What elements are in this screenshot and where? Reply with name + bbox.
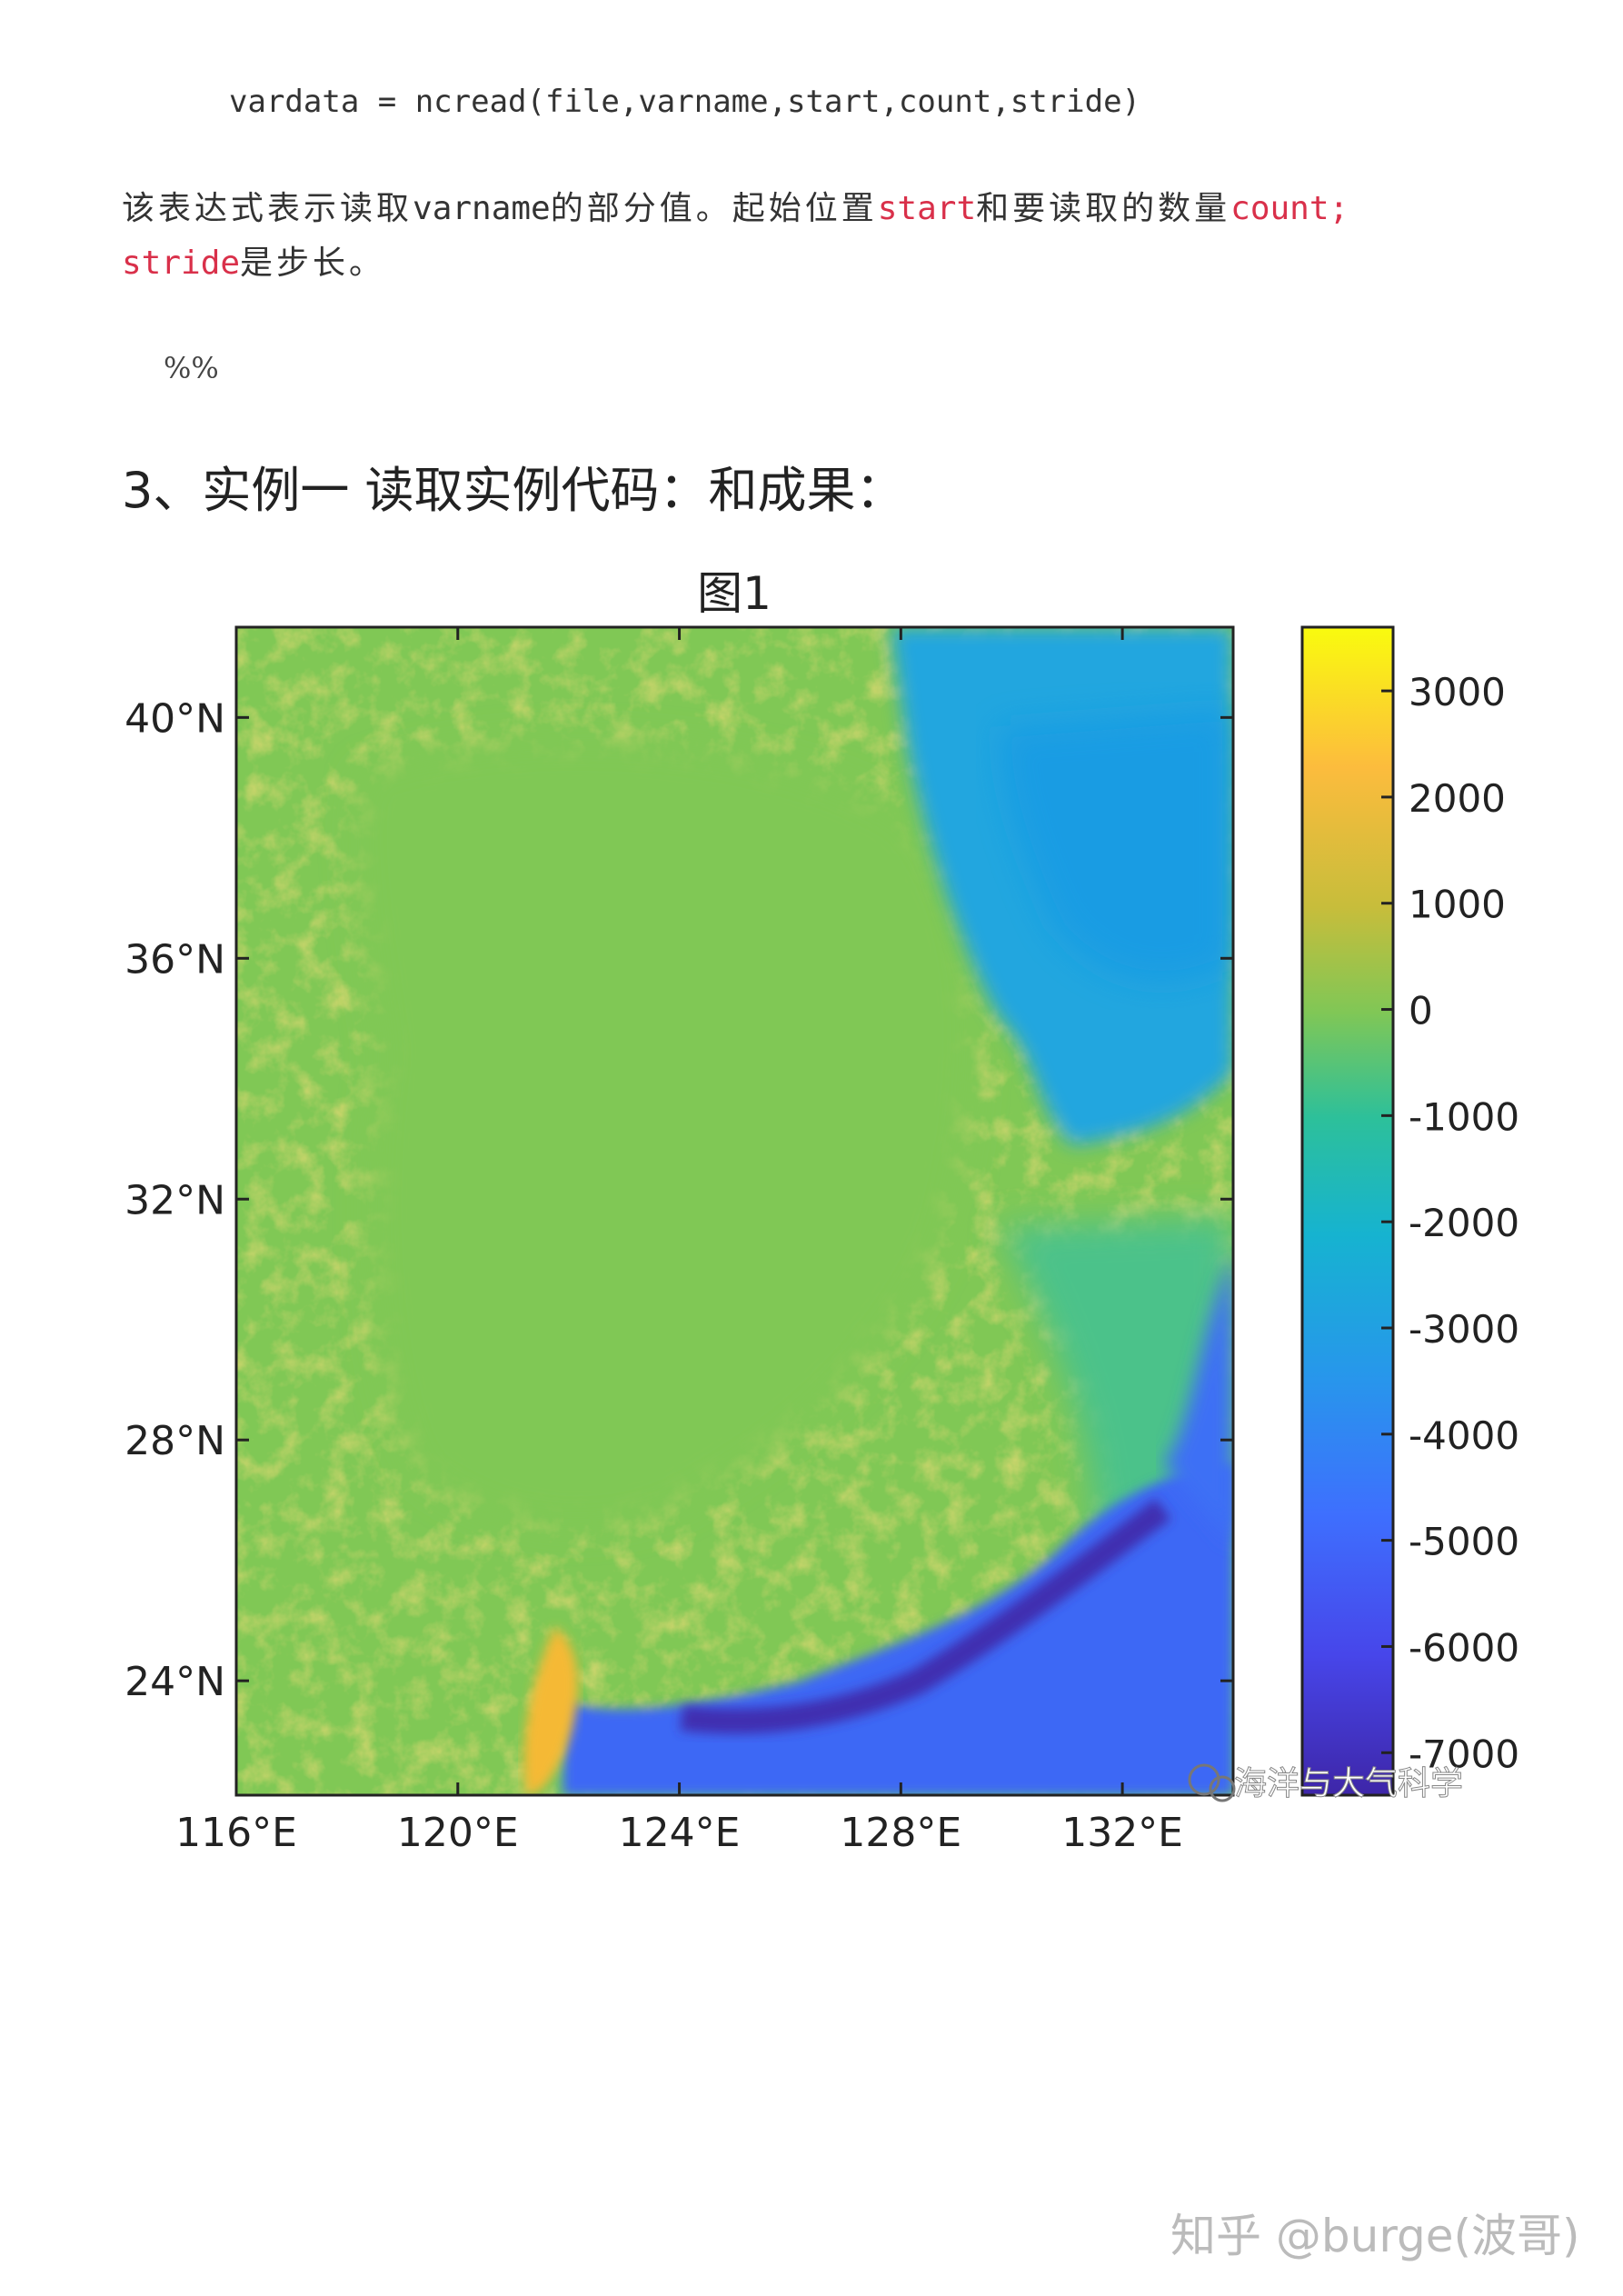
- colorbar-tick-label: -1000: [1409, 1094, 1519, 1139]
- colorbar-tick-label: 3000: [1409, 670, 1506, 714]
- wechat-icon: [1188, 1763, 1220, 1796]
- x-tick-label: 132°E: [1061, 1810, 1183, 1854]
- colorbar-tick-label: -7000: [1409, 1732, 1519, 1776]
- code-line: vardata = ncread(file,varname,start,coun…: [229, 84, 1141, 120]
- plot-frame: [234, 625, 1235, 1797]
- wechat-icon-small: [1209, 1775, 1236, 1802]
- colorbar-tick-label: -5000: [1409, 1520, 1519, 1564]
- y-tick-label: 40°N: [124, 695, 225, 742]
- y-tick-label: 32°N: [124, 1177, 225, 1223]
- watermark: 海洋与大气科学: [1188, 1763, 1464, 1803]
- param-count: count;: [1230, 190, 1349, 227]
- para-text-2: 的部分值。起始位置: [550, 190, 878, 227]
- x-tick-label: 124°E: [619, 1810, 741, 1854]
- colorbar: [1300, 625, 1395, 1797]
- colorbar-axis: 3000 2000 1000 0 -1000 -2000 -3000 -4000 -5000 -6…: [1381, 670, 1519, 1776]
- para-text-3: 和要读取的数量: [976, 190, 1231, 227]
- percent-marker: %%: [164, 351, 219, 385]
- x-axis: 116°E 120°E 124°E 128°E 132°E: [175, 627, 1183, 1854]
- footer-attribution: 知乎 @burge(波哥): [1170, 2210, 1580, 2262]
- chart-title: 图1: [697, 567, 772, 620]
- colorbar-tick-label: -2000: [1409, 1201, 1519, 1245]
- y-tick-label: 36°N: [124, 936, 225, 983]
- y-axis: 40°N 36°N 32°N 28°N 24°N: [124, 695, 1233, 1705]
- watermark-text: 海洋与大气科学: [1234, 1765, 1463, 1802]
- colorbar-tick-label: -6000: [1409, 1625, 1519, 1670]
- x-tick-label: 128°E: [840, 1810, 961, 1854]
- colorbar-tick-label: 1000: [1409, 883, 1506, 927]
- heatmap-image: [236, 627, 1233, 1795]
- colorbar-tick-label: -3000: [1409, 1307, 1519, 1352]
- x-tick-label: 120°E: [397, 1810, 519, 1854]
- section-heading: 3、实例一 读取实例代码：和成果：: [122, 462, 905, 519]
- heatmap-ryukyu-trench: [680, 1498, 1171, 1734]
- heatmap-taiwan: [523, 1627, 578, 1795]
- para-text-4: 是步长。: [240, 245, 386, 282]
- y-tick-label: 28°N: [124, 1418, 225, 1464]
- colorbar-tick-label: 2000: [1409, 776, 1506, 821]
- y-tick-label: 24°N: [124, 1659, 225, 1705]
- param-start: start: [877, 190, 977, 227]
- colorbar-tick-label: -4000: [1409, 1413, 1519, 1458]
- param-stride: stride: [122, 245, 241, 282]
- heatmap-plains: [355, 739, 975, 1528]
- heatmap-pacific-east: [1163, 1254, 1233, 1545]
- colorbar-tick-label: 0: [1409, 989, 1433, 1033]
- para-text-1: 该表达式表示读取: [122, 190, 413, 227]
- description-paragraph: 该表达式表示读取varname的部分值。起始位置start和要读取的数量coun…: [122, 182, 1503, 291]
- param-varname: varname: [413, 190, 551, 227]
- x-tick-label: 116°E: [175, 1810, 297, 1854]
- heatmap-sea-of-japan-deep: [1000, 709, 1233, 983]
- bathymetry-figure: 图1 116°E 120°E 124°E 128°E 132°E 40°N 36°N 32°…: [124, 567, 1519, 1854]
